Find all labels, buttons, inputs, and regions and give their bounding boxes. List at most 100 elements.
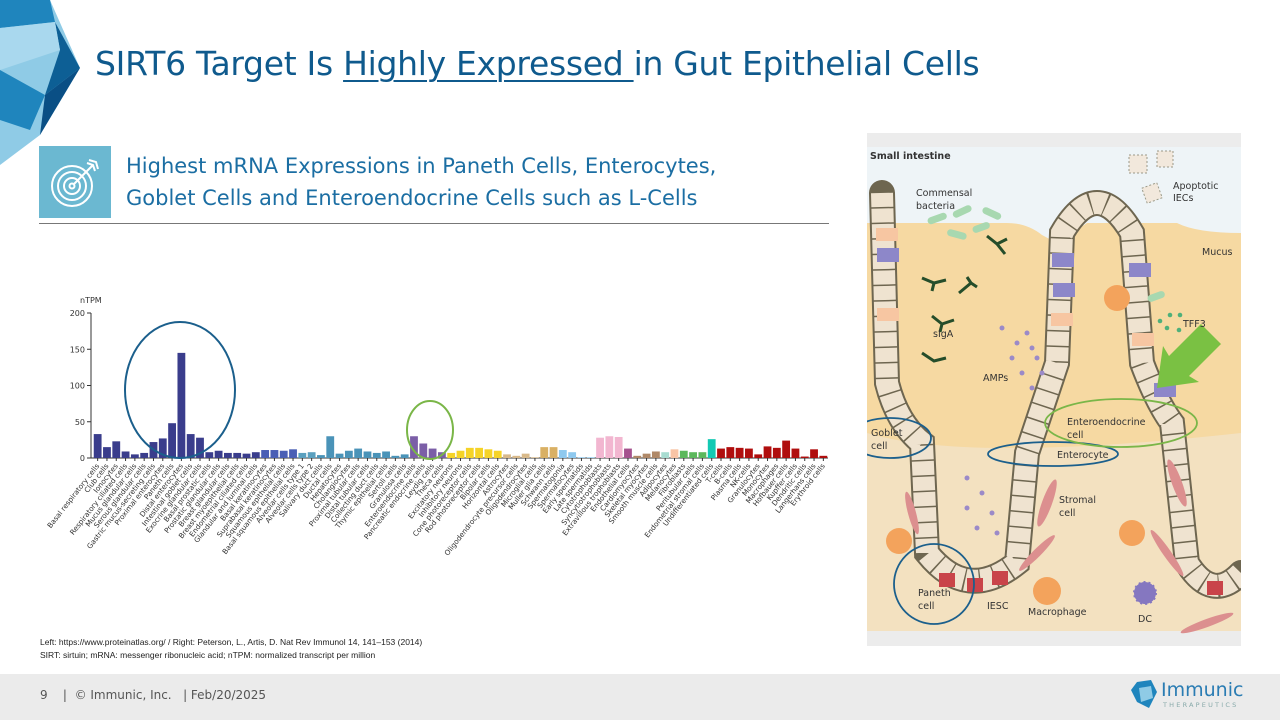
label-stromal: Stromal	[1059, 495, 1096, 506]
bar	[791, 448, 800, 458]
highlight-enteroendocrine	[1044, 398, 1198, 448]
macrophage-icon	[886, 285, 1145, 605]
amp-dots	[964, 325, 1045, 536]
divider	[39, 223, 829, 224]
bar	[186, 434, 195, 458]
label-stromal-2: cell	[1059, 508, 1075, 519]
bar	[428, 448, 437, 458]
bar	[158, 438, 167, 458]
stromal-cell-icon	[905, 459, 1234, 634]
bar	[521, 453, 530, 458]
bar	[391, 455, 400, 458]
bar	[112, 441, 121, 458]
label-enterocyte: Enterocyte	[1057, 450, 1109, 461]
bar	[782, 440, 791, 458]
reference-line-2: SIRT: sirtuin; mRNA: messenger ribonucle…	[40, 650, 376, 660]
siga-antibody-icon	[921, 234, 1008, 363]
logo-name: Immunic	[1161, 679, 1244, 701]
highlight-ellipse-intestinal	[124, 321, 236, 459]
label-commensal: Commensal	[916, 188, 972, 199]
bar	[577, 457, 586, 458]
bar	[596, 437, 604, 458]
bar	[214, 450, 223, 458]
y-tick-label: 100	[70, 382, 85, 391]
subtitle: Highest mRNA Expressions in Paneth Cells…	[126, 150, 716, 214]
bar	[558, 450, 567, 458]
bar	[698, 452, 707, 458]
bar	[475, 447, 484, 458]
bar	[819, 455, 828, 458]
enteroendocrine-cells	[877, 248, 1176, 397]
title-underlined-text: Highly Expressed	[343, 44, 634, 83]
label-paneth: Paneth	[918, 588, 951, 599]
label-goblet-2: cell	[871, 441, 887, 452]
green-arrow-icon	[1157, 324, 1223, 388]
references: Left: https://www.proteinatlas.org/ / Ri…	[40, 636, 422, 662]
label-amps: AMPs	[983, 373, 1008, 384]
label-commensal-2: bacteria	[916, 201, 955, 212]
bar	[605, 436, 614, 458]
bar	[707, 439, 716, 458]
bar	[400, 454, 409, 458]
bar	[493, 450, 502, 458]
bar	[270, 450, 279, 458]
bar	[512, 455, 521, 458]
title-text: SIRT6 Target Is	[95, 44, 344, 83]
bar	[419, 443, 428, 458]
label-tff3: TFF3	[1182, 319, 1206, 330]
bar	[651, 451, 660, 458]
label-macrophage: Macrophage	[1028, 607, 1087, 618]
bar	[735, 447, 744, 458]
bar	[382, 451, 390, 458]
label-siga: sIgA	[933, 329, 954, 340]
y-tick-label: 50	[75, 418, 85, 427]
bar	[289, 449, 297, 458]
bar	[205, 452, 214, 458]
bar	[614, 436, 623, 458]
y-tick-label: 0	[80, 454, 85, 463]
bar	[717, 448, 725, 458]
label-dc: DC	[1138, 614, 1152, 625]
bar	[261, 450, 270, 458]
bar	[317, 455, 325, 458]
bar	[670, 449, 679, 458]
logo-subtitle: THERAPEUTICS	[1163, 701, 1239, 709]
small-intestine-diagram: Small intestine Commensal bacteria Apopt…	[867, 133, 1241, 646]
highlight-enterocyte	[987, 441, 1119, 467]
epithelial-cells	[871, 192, 1241, 597]
target-icon	[39, 146, 111, 218]
paneth-cells	[939, 571, 1223, 595]
bar	[242, 453, 251, 458]
highlight-ellipse-enteroendocrine	[406, 400, 454, 460]
title-text-end: in Gut Epithelial Cells	[633, 44, 980, 83]
page-title: SIRT6 Target Is Highly Expressed in Gut …	[95, 44, 980, 83]
bar	[624, 448, 632, 458]
bar	[196, 437, 204, 458]
label-apoptotic: Apoptotic	[1173, 181, 1219, 192]
bar	[103, 447, 111, 458]
dc-icon	[1133, 581, 1157, 605]
label-goblet: Goblet	[871, 428, 903, 439]
bar	[531, 457, 539, 458]
bars	[93, 352, 828, 458]
bar	[763, 446, 772, 458]
bar	[130, 454, 139, 458]
bar	[354, 448, 363, 458]
bar	[279, 450, 288, 458]
bar	[326, 436, 335, 458]
label-mucus: Mucus	[1202, 247, 1232, 258]
bar	[661, 452, 670, 458]
expression-bar-chart: nTPM 0 50 100 150 200 Basal respiratory cell…	[45, 296, 828, 557]
bar	[233, 452, 242, 458]
bar	[372, 452, 381, 458]
label-apoptotic-2: IECs	[1173, 193, 1193, 204]
bar	[679, 450, 688, 458]
y-tick-label: 200	[70, 309, 85, 318]
label-enteroendocrine: Enteroendocrine	[1067, 417, 1146, 428]
bar	[140, 452, 149, 458]
bar	[93, 434, 102, 458]
bar	[363, 451, 372, 458]
bar	[689, 452, 698, 458]
bar	[410, 436, 418, 458]
corner-logo-decoration	[0, 0, 80, 165]
